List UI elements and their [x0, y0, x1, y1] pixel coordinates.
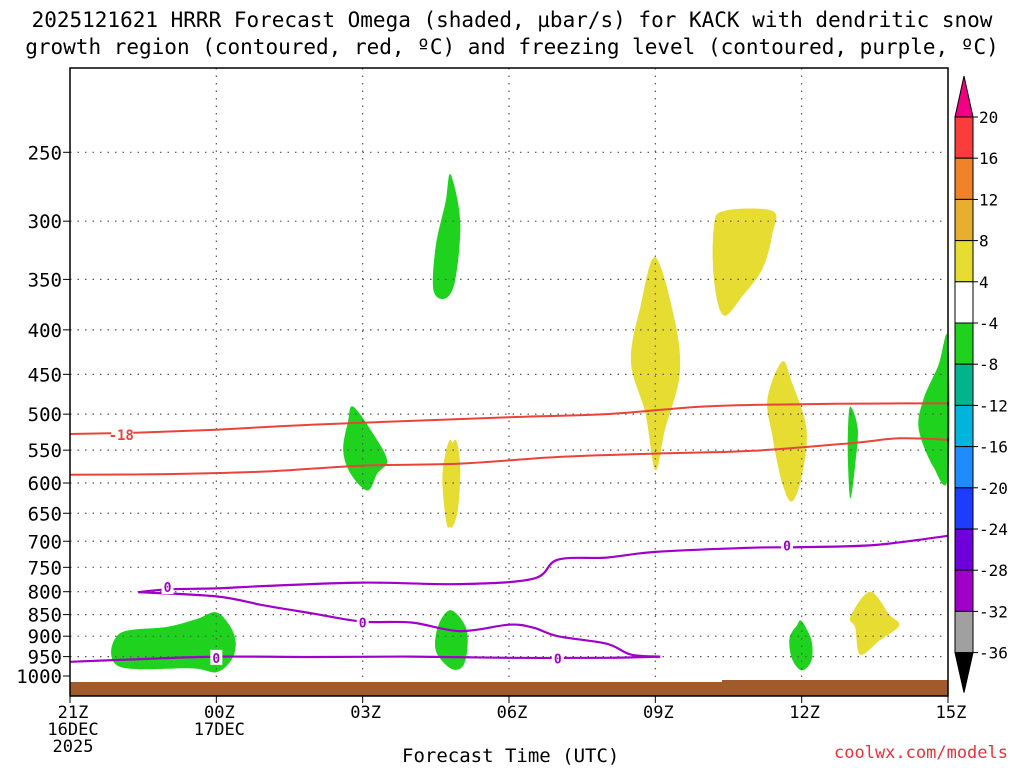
freezing-label-bg-4 — [781, 537, 794, 553]
y-tick-label-900: 900 — [28, 626, 62, 648]
freezing-contour-label-0: 0 — [164, 581, 172, 596]
y-tick-label-1000: 1000 — [16, 666, 62, 688]
chart-title-line2: growth region (contoured, red, ºC) and f… — [25, 35, 999, 59]
y-tick-label-500: 500 — [28, 404, 62, 426]
colorbar-segment-4 — [954, 281, 974, 324]
x-tick-label-18-0: 15Z — [936, 703, 967, 723]
omega-region-rising-4 — [789, 620, 813, 671]
omega-region-rising-2 — [343, 406, 388, 491]
colorbar-label-9: -20 — [979, 479, 1008, 498]
colorbar-segment-8 — [954, 446, 974, 489]
x-tick-label-9-0: 06Z — [497, 703, 528, 723]
omega-region-sinking-9 — [712, 208, 777, 316]
dgz-contour-label: -18 — [109, 428, 134, 444]
y-tick-label-600: 600 — [28, 473, 62, 495]
y-tick-label-400: 400 — [28, 320, 62, 342]
colorbar-segment-6 — [954, 363, 974, 406]
colorbar-segment-3 — [954, 240, 974, 283]
freezing-contour-2 — [138, 591, 661, 658]
colorbar-segment-9 — [954, 487, 974, 530]
y-tick-label-300: 300 — [28, 211, 62, 233]
y-tick-label-350: 350 — [28, 269, 62, 291]
colorbar-label-7: -12 — [979, 396, 1008, 415]
freezing-contour-label-3: 0 — [554, 653, 562, 668]
freezing-contour-0 — [69, 655, 661, 663]
freezing-label-bg-2 — [356, 614, 369, 630]
colorbar-label-3: 8 — [979, 232, 989, 251]
x-tick-label-12-0: 09Z — [643, 703, 674, 723]
x-axis-title: Forecast Time (UTC) — [402, 745, 620, 767]
x-tick-label-0-0: 21Z — [58, 703, 89, 723]
omega-region-sinking-12 — [849, 591, 900, 655]
omega-region-rising-6 — [918, 333, 950, 486]
omega-region-sinking-8 — [630, 257, 681, 471]
y-tick-label-650: 650 — [28, 503, 62, 525]
colorbar-label-0: 20 — [979, 108, 998, 127]
colorbar-segment-0 — [954, 116, 974, 159]
colorbar-label-8: -16 — [979, 438, 1008, 457]
colorbar-segment-2 — [954, 198, 974, 242]
y-tick-label-700: 700 — [28, 531, 62, 553]
y-tick-label-550: 550 — [28, 440, 62, 462]
colorbar-label-2: 12 — [979, 190, 998, 209]
dgz-label-bg — [111, 427, 134, 444]
x-tick-label-15-0: 12Z — [789, 703, 820, 723]
freezing-contour-1 — [138, 534, 949, 594]
y-tick-label-250: 250 — [28, 142, 62, 164]
freezing-contour-label-2: 0 — [359, 617, 367, 632]
colorbar-segment-11 — [954, 569, 974, 612]
colorbar-label-12: -32 — [979, 602, 1008, 621]
freezing-contour-label-4: 0 — [783, 540, 791, 555]
colorbar-label-1: 16 — [979, 149, 998, 168]
x-tick-label-0-1: 16DEC — [47, 720, 98, 740]
dgz-contour-1 — [69, 437, 949, 476]
freezing-contour-label-1: 0 — [212, 652, 220, 667]
colorbar-segment-10 — [954, 528, 974, 571]
freezing-label-bg-3 — [551, 650, 564, 666]
colorbar-label-6: -8 — [979, 355, 998, 374]
y-tick-label-450: 450 — [28, 364, 62, 386]
colorbar-label-11: -28 — [979, 561, 1008, 580]
freezing-label-bg-1 — [210, 649, 223, 665]
x-tick-label-3-0: 00Z — [204, 703, 235, 723]
colorbar-segment-7 — [954, 404, 974, 448]
colorbar-label-4: 4 — [979, 273, 989, 292]
y-tick-label-850: 850 — [28, 605, 62, 627]
y-tick-label-750: 750 — [28, 557, 62, 579]
ground-bar — [70, 682, 948, 696]
y-tick-label-950: 950 — [28, 647, 62, 669]
x-tick-label-3-1: 17DEC — [194, 720, 245, 740]
colorbar-bottom-arrow — [954, 652, 974, 693]
colorbar-label-13: -36 — [979, 644, 1008, 663]
omega-region-sinking-11 — [442, 439, 459, 528]
colorbar-top-arrow — [954, 75, 974, 118]
site-credit: coolwx.com/models — [834, 743, 1008, 763]
chart-title-line1: 2025121621 HRRR Forecast Omega (shaded, … — [31, 8, 993, 32]
colorbar-segment-5 — [954, 322, 974, 365]
omega-region-rising-3 — [434, 610, 468, 670]
colorbar-segment-1 — [954, 157, 974, 200]
x-tick-label-6-0: 03Z — [350, 703, 381, 723]
colorbar-label-5: -4 — [979, 314, 998, 333]
freezing-label-bg-0 — [161, 578, 174, 594]
omega-region-sinking-10 — [767, 361, 807, 502]
x-tick-label-0-2: 2025 — [53, 737, 94, 757]
omega-region-rising-1 — [432, 173, 461, 300]
omega-region-rising-5 — [847, 406, 858, 499]
colorbar-label-10: -24 — [979, 520, 1008, 539]
y-tick-label-800: 800 — [28, 582, 62, 604]
colorbar-segment-12 — [954, 610, 974, 654]
dgz-contour-0 — [69, 402, 949, 435]
plot-area — [70, 68, 948, 696]
